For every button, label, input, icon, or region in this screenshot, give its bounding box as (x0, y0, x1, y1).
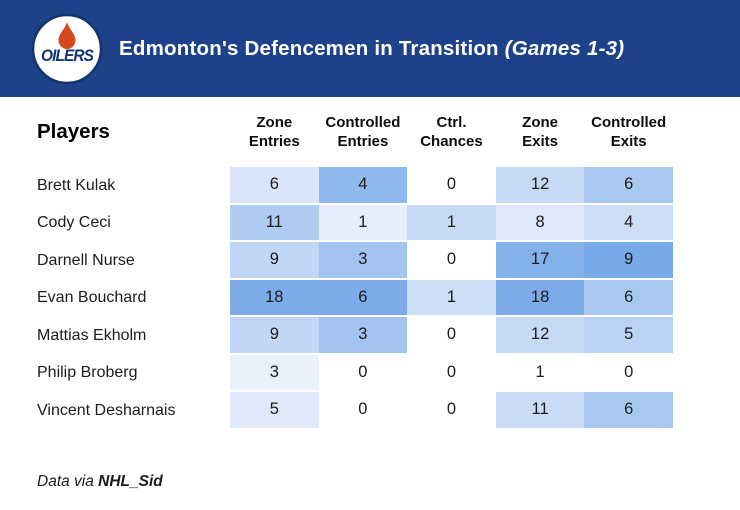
data-credit-prefix: Data via (37, 472, 99, 490)
heatmap-cell: 0 (584, 354, 673, 392)
heatmap-cell: 1 (407, 204, 496, 242)
heatmap-cell: 0 (318, 354, 408, 392)
column-header-zone-exits: Zone Exits (522, 113, 558, 151)
heatmap-cell: 5 (230, 392, 319, 430)
heatmap-cell: 4 (584, 204, 673, 242)
heatmap-cell: 0 (318, 392, 408, 430)
column-header-controlled-entries: Controlled Entries (325, 113, 401, 151)
heatmap-cell: 3 (318, 317, 408, 355)
heatmap-cell: 12 (495, 317, 585, 355)
player-name: Philip Broberg (37, 364, 138, 382)
heatmap-cell: 12 (495, 167, 585, 205)
table-row: Philip Broberg 3 0 0 1 0 (37, 354, 740, 392)
oil-drop-icon (58, 21, 76, 49)
heatmap-cell: 0 (407, 354, 496, 392)
heatmap-cell: 3 (230, 354, 319, 392)
column-header-controlled-exits: Controlled Exits (591, 113, 667, 151)
data-credit-source: NHL_Sid (98, 472, 163, 490)
players-column-header: Players (37, 120, 110, 143)
heatmap-cell: 18 (495, 279, 585, 317)
heatmap-cell: 1 (495, 354, 585, 392)
heatmap-cell: 6 (318, 279, 408, 317)
player-name: Vincent Desharnais (37, 401, 176, 419)
table-row: Darnell Nurse 9 3 0 17 9 (37, 242, 740, 280)
heatmap-cell: 6 (584, 167, 673, 205)
player-name: Darnell Nurse (37, 251, 135, 269)
player-name: Brett Kulak (37, 176, 116, 194)
transition-stats-table: Players Zone Entries Controlled Entries Ct… (37, 97, 740, 430)
heatmap-cell: 9 (230, 317, 319, 355)
player-name: Evan Bouchard (37, 289, 147, 307)
table-row: Cody Ceci 11 1 1 8 4 (37, 204, 740, 242)
heatmap-cell: 3 (318, 242, 408, 280)
heatmap-cell: 17 (495, 242, 585, 280)
page-title-main: Edmonton's Defencemen in Transition (119, 36, 505, 60)
heatmap-cell: 0 (407, 392, 496, 430)
heatmap-cell: 0 (407, 242, 496, 280)
oilers-logo: OILERS (31, 13, 103, 85)
data-credit: Data via NHL_Sid (37, 473, 740, 491)
header-banner: OILERS Edmonton's Defencemen in Transiti… (0, 0, 740, 97)
table-row: Mattias Ekholm 9 3 0 12 5 (37, 317, 740, 355)
heatmap-cell: 6 (584, 392, 673, 430)
heatmap-cell: 0 (407, 317, 496, 355)
page-title: Edmonton's Defencemen in Transition (Gam… (119, 37, 624, 61)
heatmap-cell: 9 (230, 242, 319, 280)
table-row: Evan Bouchard 18 6 1 18 6 (37, 279, 740, 317)
table-header-row: Players Zone Entries Controlled Entries Ct… (37, 97, 740, 167)
page-title-games: (Games 1-3) (504, 36, 625, 60)
heatmap-cell: 18 (230, 279, 319, 317)
heatmap-cell: 0 (407, 167, 496, 205)
heatmap-cell: 1 (318, 204, 408, 242)
heatmap-cell: 5 (584, 317, 673, 355)
oilers-wordmark: OILERS (41, 46, 94, 65)
column-header-ctrl-chances: Ctrl. Chances (420, 113, 483, 151)
column-header-zone-entries: Zone Entries (248, 113, 300, 151)
oilers-logo-graphic: OILERS (31, 13, 103, 84)
heatmap-cell: 6 (584, 279, 673, 317)
player-name: Cody Ceci (37, 214, 111, 232)
table-row: Brett Kulak 6 4 0 12 6 (37, 167, 740, 205)
player-name: Mattias Ekholm (37, 326, 147, 344)
heatmap-cell: 6 (230, 167, 319, 205)
heatmap-cell: 8 (495, 204, 585, 242)
heatmap-cell: 4 (318, 167, 408, 205)
heatmap-cell: 11 (495, 392, 585, 430)
table-row: Vincent Desharnais 5 0 0 11 6 (37, 392, 740, 430)
heatmap-cell: 9 (584, 242, 673, 280)
heatmap-cell: 11 (230, 204, 319, 242)
heatmap-cell: 1 (407, 279, 496, 317)
